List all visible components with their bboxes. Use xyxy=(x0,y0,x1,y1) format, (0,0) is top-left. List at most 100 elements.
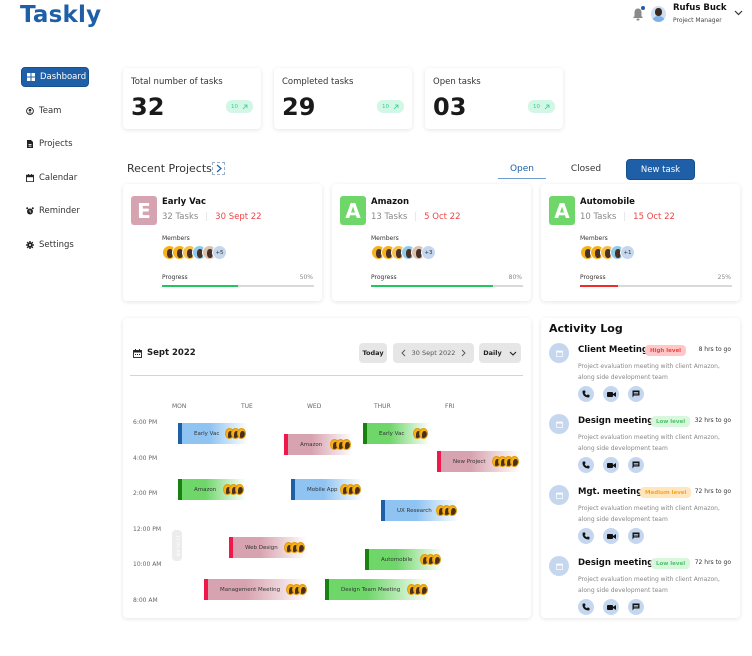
app-logo: Taskly xyxy=(20,2,102,28)
sidebar-item-team[interactable]: Team xyxy=(21,101,91,121)
message-button[interactable] xyxy=(628,528,644,544)
arrow-up-right-icon xyxy=(544,104,550,109)
video-call-button[interactable] xyxy=(603,528,619,544)
view-all-projects-button[interactable] xyxy=(212,162,225,175)
event-label: Web Design xyxy=(245,544,278,551)
time-label: 10:00 AM xyxy=(133,561,162,568)
message-button[interactable] xyxy=(628,386,644,402)
video-call-button[interactable] xyxy=(603,386,619,402)
time-label: 8:00 AM xyxy=(133,597,158,604)
project-name: Early Vac xyxy=(162,197,207,207)
progress-label: Progress xyxy=(371,274,397,281)
today-button[interactable]: Today xyxy=(359,343,387,363)
sidebar-item-reminder[interactable]: Reminder xyxy=(21,201,91,221)
chat-bubble-icon xyxy=(632,532,640,540)
sidebar-item-calendar[interactable]: Calendar xyxy=(21,168,91,188)
video-camera-icon xyxy=(606,391,616,397)
sidebar-item-projects[interactable]: Projects xyxy=(21,134,91,154)
calendar-event[interactable]: Amazon xyxy=(284,434,353,455)
notification-bell-icon[interactable] xyxy=(632,8,644,21)
trend-badge: 10 xyxy=(528,100,555,113)
divider xyxy=(130,375,523,376)
activity-actions xyxy=(578,599,644,615)
notification-dot xyxy=(641,6,645,10)
user-avatar[interactable] xyxy=(651,6,666,22)
day-label-thur: THUR xyxy=(374,403,391,410)
new-task-button[interactable]: New task xyxy=(626,159,695,180)
priority-badge: Medium level xyxy=(640,487,692,498)
message-button[interactable] xyxy=(628,457,644,473)
due-date: 30 Sept 22 xyxy=(215,212,262,222)
calendar-event[interactable]: Early Vac xyxy=(178,423,248,444)
sidebar: Dashboard Team Projects Calendar Reminde… xyxy=(21,67,91,268)
phone-call-button[interactable] xyxy=(578,457,594,473)
phone-call-button[interactable] xyxy=(578,599,594,615)
sidebar-item-settings[interactable]: Settings xyxy=(21,235,91,255)
task-count: 13 Tasks xyxy=(371,212,408,222)
event-label: Early Vac xyxy=(194,430,220,437)
recent-projects-title: Recent Projects xyxy=(127,162,212,175)
phone-icon xyxy=(582,532,590,540)
progress-percent: 80% xyxy=(508,274,522,281)
member-avatars[interactable]: +5 xyxy=(162,245,227,261)
calendar-event[interactable]: Mobile App xyxy=(291,479,363,500)
activity-log-panel: Activity Log Client Meeting High level 8… xyxy=(541,318,740,618)
user-header: Rufus Buck Project Manager xyxy=(620,0,752,32)
sidebar-item-dashboard[interactable]: Dashboard xyxy=(21,67,89,87)
arrow-up-right-icon xyxy=(242,104,248,109)
tab-closed[interactable]: Closed xyxy=(570,164,602,174)
project-letter-avatar: E xyxy=(131,196,157,225)
current-time-marker: 11:00 AM xyxy=(172,530,182,561)
user-role: Project Manager xyxy=(673,17,722,24)
phone-call-button[interactable] xyxy=(578,528,594,544)
activity-description: Project evaluation meeting with client A… xyxy=(578,363,720,381)
calendar-event[interactable]: Design Team Meeting xyxy=(325,579,430,600)
calendar-event[interactable]: UX Research xyxy=(381,500,459,521)
event-label: Amazon xyxy=(194,486,217,493)
stat-card-open-tasks: Open tasks 03 10 xyxy=(425,68,563,129)
tab-open[interactable]: Open xyxy=(498,161,546,179)
sidebar-item-label: Projects xyxy=(39,139,73,149)
team-icon xyxy=(26,106,34,115)
activity-item: Design meeting Low level 32 hrs to go Pr… xyxy=(541,412,740,482)
member-avatars[interactable]: +1 xyxy=(580,245,635,261)
phone-call-button[interactable] xyxy=(578,386,594,402)
calendar-event[interactable]: Early Vac xyxy=(363,423,430,444)
stat-value: 32 xyxy=(131,93,165,121)
video-call-button[interactable] xyxy=(603,599,619,615)
chevron-down-icon[interactable] xyxy=(734,10,743,16)
stat-title: Open tasks xyxy=(433,77,481,87)
sidebar-item-label: Calendar xyxy=(39,172,78,183)
project-meta: 32 Tasks | 30 Sept 22 xyxy=(162,212,262,222)
day-label-mon: MON xyxy=(172,403,187,410)
project-card[interactable]: A Automobile 10 Tasks | 15 Oct 22 Members … xyxy=(541,184,740,301)
calendar-event[interactable]: Automobile xyxy=(365,549,443,570)
time-remaining: 72 hrs to go xyxy=(694,559,731,566)
video-call-button[interactable] xyxy=(603,457,619,473)
calendar-event[interactable]: Management Meeting xyxy=(204,579,309,600)
calendar-event[interactable]: Amazon xyxy=(178,479,246,500)
view-select[interactable]: Daily xyxy=(479,343,521,363)
chevron-left-icon[interactable] xyxy=(401,349,406,357)
activity-log-title: Activity Log xyxy=(549,322,623,335)
project-card[interactable]: E Early Vac 32 Tasks | 30 Sept 22 Members … xyxy=(123,184,322,301)
phone-icon xyxy=(582,603,590,611)
calendar-event[interactable]: Web Design xyxy=(229,537,307,558)
calendar-event[interactable]: New Project xyxy=(437,451,521,472)
event-label: Automobile xyxy=(381,556,413,563)
message-button[interactable] xyxy=(628,599,644,615)
progress-label: Progress xyxy=(580,274,606,281)
trend-value: 10 xyxy=(231,103,238,110)
progress-percent: 50% xyxy=(299,274,313,281)
chevron-right-icon[interactable] xyxy=(461,349,466,357)
activity-item: Mgt. meeting Medium level 72 hrs to go P… xyxy=(541,483,740,553)
sidebar-item-label: Settings xyxy=(39,239,74,250)
calendar-icon xyxy=(549,414,569,434)
member-avatars[interactable]: +3 xyxy=(371,245,436,261)
project-card[interactable]: A Amazon 13 Tasks | 5 Oct 22 Members +3 Pr… xyxy=(332,184,531,301)
activity-name: Mgt. meeting xyxy=(578,487,643,497)
calendar-title: Sept 2022 xyxy=(133,348,196,358)
calendar-month: Sept 2022 xyxy=(147,348,196,358)
time-label: 12:00 PM xyxy=(133,526,161,533)
trend-badge: 10 xyxy=(226,100,253,113)
